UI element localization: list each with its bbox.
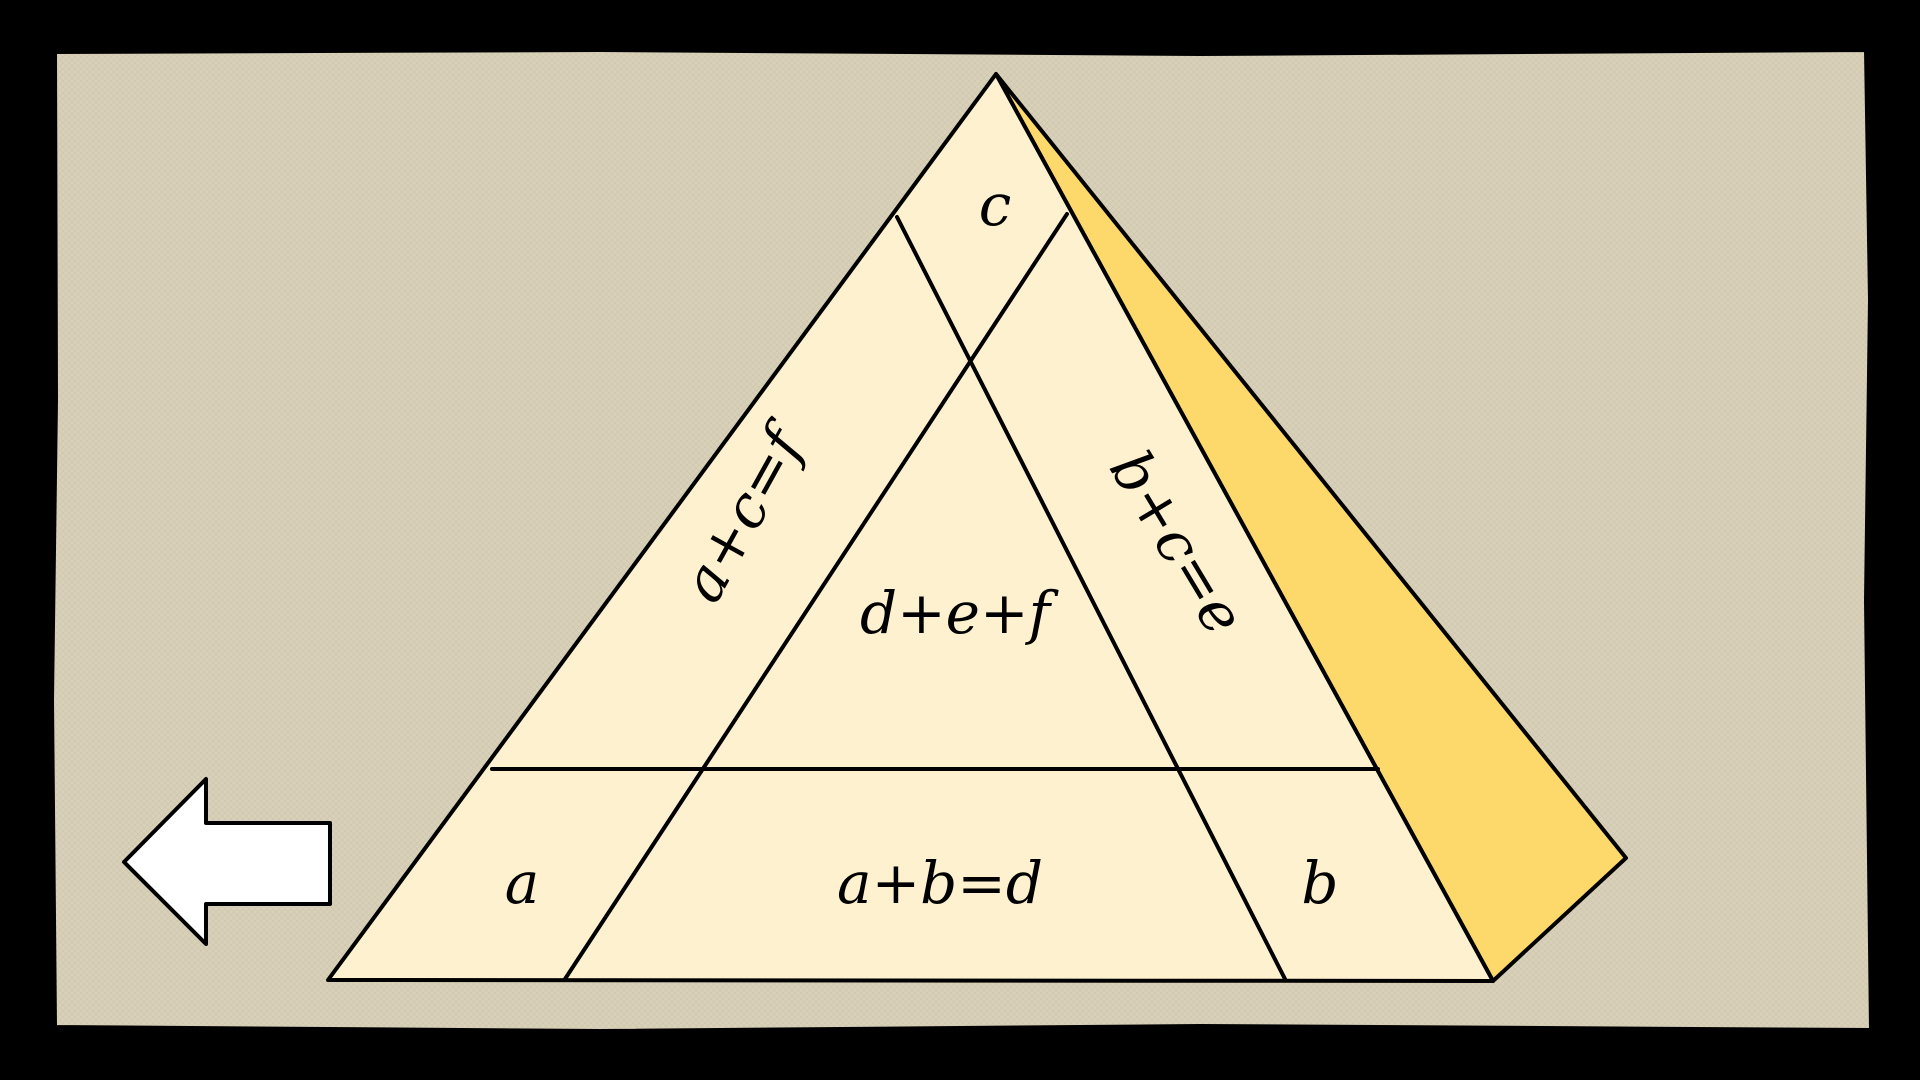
cell-bottom-middle-label: a+b=d xyxy=(837,849,1043,917)
cell-bottom-right-label: b xyxy=(1301,849,1338,917)
cell-top-label: c xyxy=(979,171,1011,239)
cell-bottom-left-label: a xyxy=(505,849,540,917)
divider-right-diagonal xyxy=(563,212,1069,981)
pyramid-front-face xyxy=(326,72,1495,983)
cell-center-label: d+e+f xyxy=(860,579,1060,647)
divider-left-diagonal xyxy=(895,215,1287,981)
back-button[interactable] xyxy=(122,777,332,946)
left-arrow-icon[interactable] xyxy=(122,777,332,946)
